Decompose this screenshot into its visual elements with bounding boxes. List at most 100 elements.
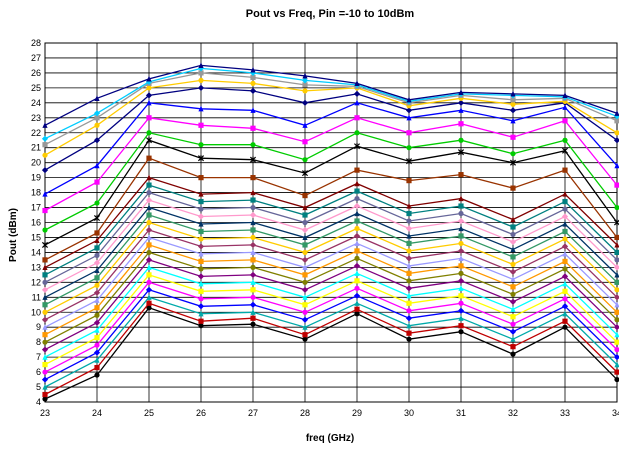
data-point (458, 329, 464, 335)
data-point (510, 117, 516, 124)
data-point (405, 255, 413, 262)
data-point (510, 246, 516, 253)
data-point (458, 285, 464, 291)
data-point (93, 319, 101, 326)
data-point (94, 357, 100, 363)
data-point (406, 240, 412, 247)
data-point (198, 318, 204, 324)
data-point (302, 72, 308, 79)
data-point (458, 89, 464, 95)
data-point (562, 118, 568, 124)
data-point (94, 312, 100, 318)
data-point (42, 257, 48, 263)
data-point (458, 240, 464, 247)
data-point (458, 195, 464, 202)
data-point (94, 335, 100, 341)
data-point (354, 218, 360, 224)
data-point (198, 258, 204, 264)
series-line (44, 266, 618, 358)
data-point (93, 137, 101, 144)
data-point (198, 62, 204, 69)
data-point (458, 323, 464, 329)
x-tick-label: 32 (508, 408, 518, 418)
data-point (614, 257, 619, 263)
data-point (562, 167, 568, 173)
data-point (198, 122, 204, 128)
data-point (562, 206, 568, 212)
x-tick-label: 30 (404, 408, 414, 418)
data-point (250, 219, 256, 226)
data-point (614, 110, 619, 116)
data-point (94, 252, 100, 259)
series-29 (42, 62, 619, 128)
y-tick-label: 6 (36, 367, 41, 377)
x-axis-label: freq (GHz) (306, 433, 354, 444)
series-line (44, 199, 618, 291)
data-point (146, 264, 152, 270)
series-6 (42, 272, 619, 368)
data-point (406, 262, 412, 269)
data-point (302, 294, 308, 300)
series-11 (42, 234, 619, 330)
series-27 (42, 70, 619, 148)
data-point (145, 226, 153, 234)
data-point (198, 175, 204, 181)
data-point (197, 65, 205, 72)
y-tick-label: 27 (31, 53, 41, 63)
data-point (302, 302, 308, 308)
data-point (41, 346, 49, 353)
data-point (614, 130, 619, 136)
x-axis-ticks: 23 24 25 26 27 28 29 30 31 32 33 34 (40, 408, 619, 418)
y-tick-label: 26 (31, 68, 41, 78)
data-point (562, 258, 568, 264)
data-point (406, 130, 412, 136)
series-line (44, 102, 618, 195)
data-point (406, 278, 412, 284)
data-point (41, 286, 49, 293)
data-point (509, 268, 517, 275)
data-point (510, 344, 516, 350)
data-point (94, 282, 100, 288)
series-line (44, 244, 618, 336)
y-tick-label: 24 (31, 98, 41, 108)
y-tick-label: 21 (31, 143, 41, 153)
data-point (250, 279, 256, 285)
data-point (561, 147, 569, 154)
data-point (42, 332, 48, 338)
data-point (406, 178, 412, 184)
x-tick-label: 28 (300, 408, 310, 418)
data-point (197, 213, 205, 220)
data-point (94, 305, 100, 311)
data-point (614, 369, 619, 375)
data-point (510, 101, 516, 107)
data-point (146, 249, 152, 256)
data-point (250, 107, 256, 113)
series-group (41, 62, 619, 402)
x-tick-label: 23 (40, 408, 50, 418)
data-point (457, 149, 465, 156)
data-point (198, 198, 204, 205)
data-point (94, 267, 100, 273)
data-point (250, 294, 256, 300)
y-tick-label: 12 (31, 277, 41, 287)
data-point (562, 310, 568, 317)
data-point (510, 336, 516, 342)
data-point (250, 175, 256, 181)
data-point (250, 234, 256, 241)
y-tick-label: 16 (31, 218, 41, 228)
data-point (249, 87, 257, 94)
data-point (94, 237, 100, 244)
data-point (198, 310, 204, 317)
data-point (562, 104, 568, 110)
data-point (42, 383, 48, 390)
data-point (250, 227, 256, 233)
data-point (94, 122, 100, 128)
data-point (302, 309, 308, 315)
data-point (354, 248, 360, 254)
series-4 (41, 286, 619, 383)
data-point (250, 249, 256, 256)
series-line (44, 274, 618, 366)
data-point (562, 190, 568, 197)
data-point (302, 212, 308, 218)
data-point (614, 339, 619, 345)
